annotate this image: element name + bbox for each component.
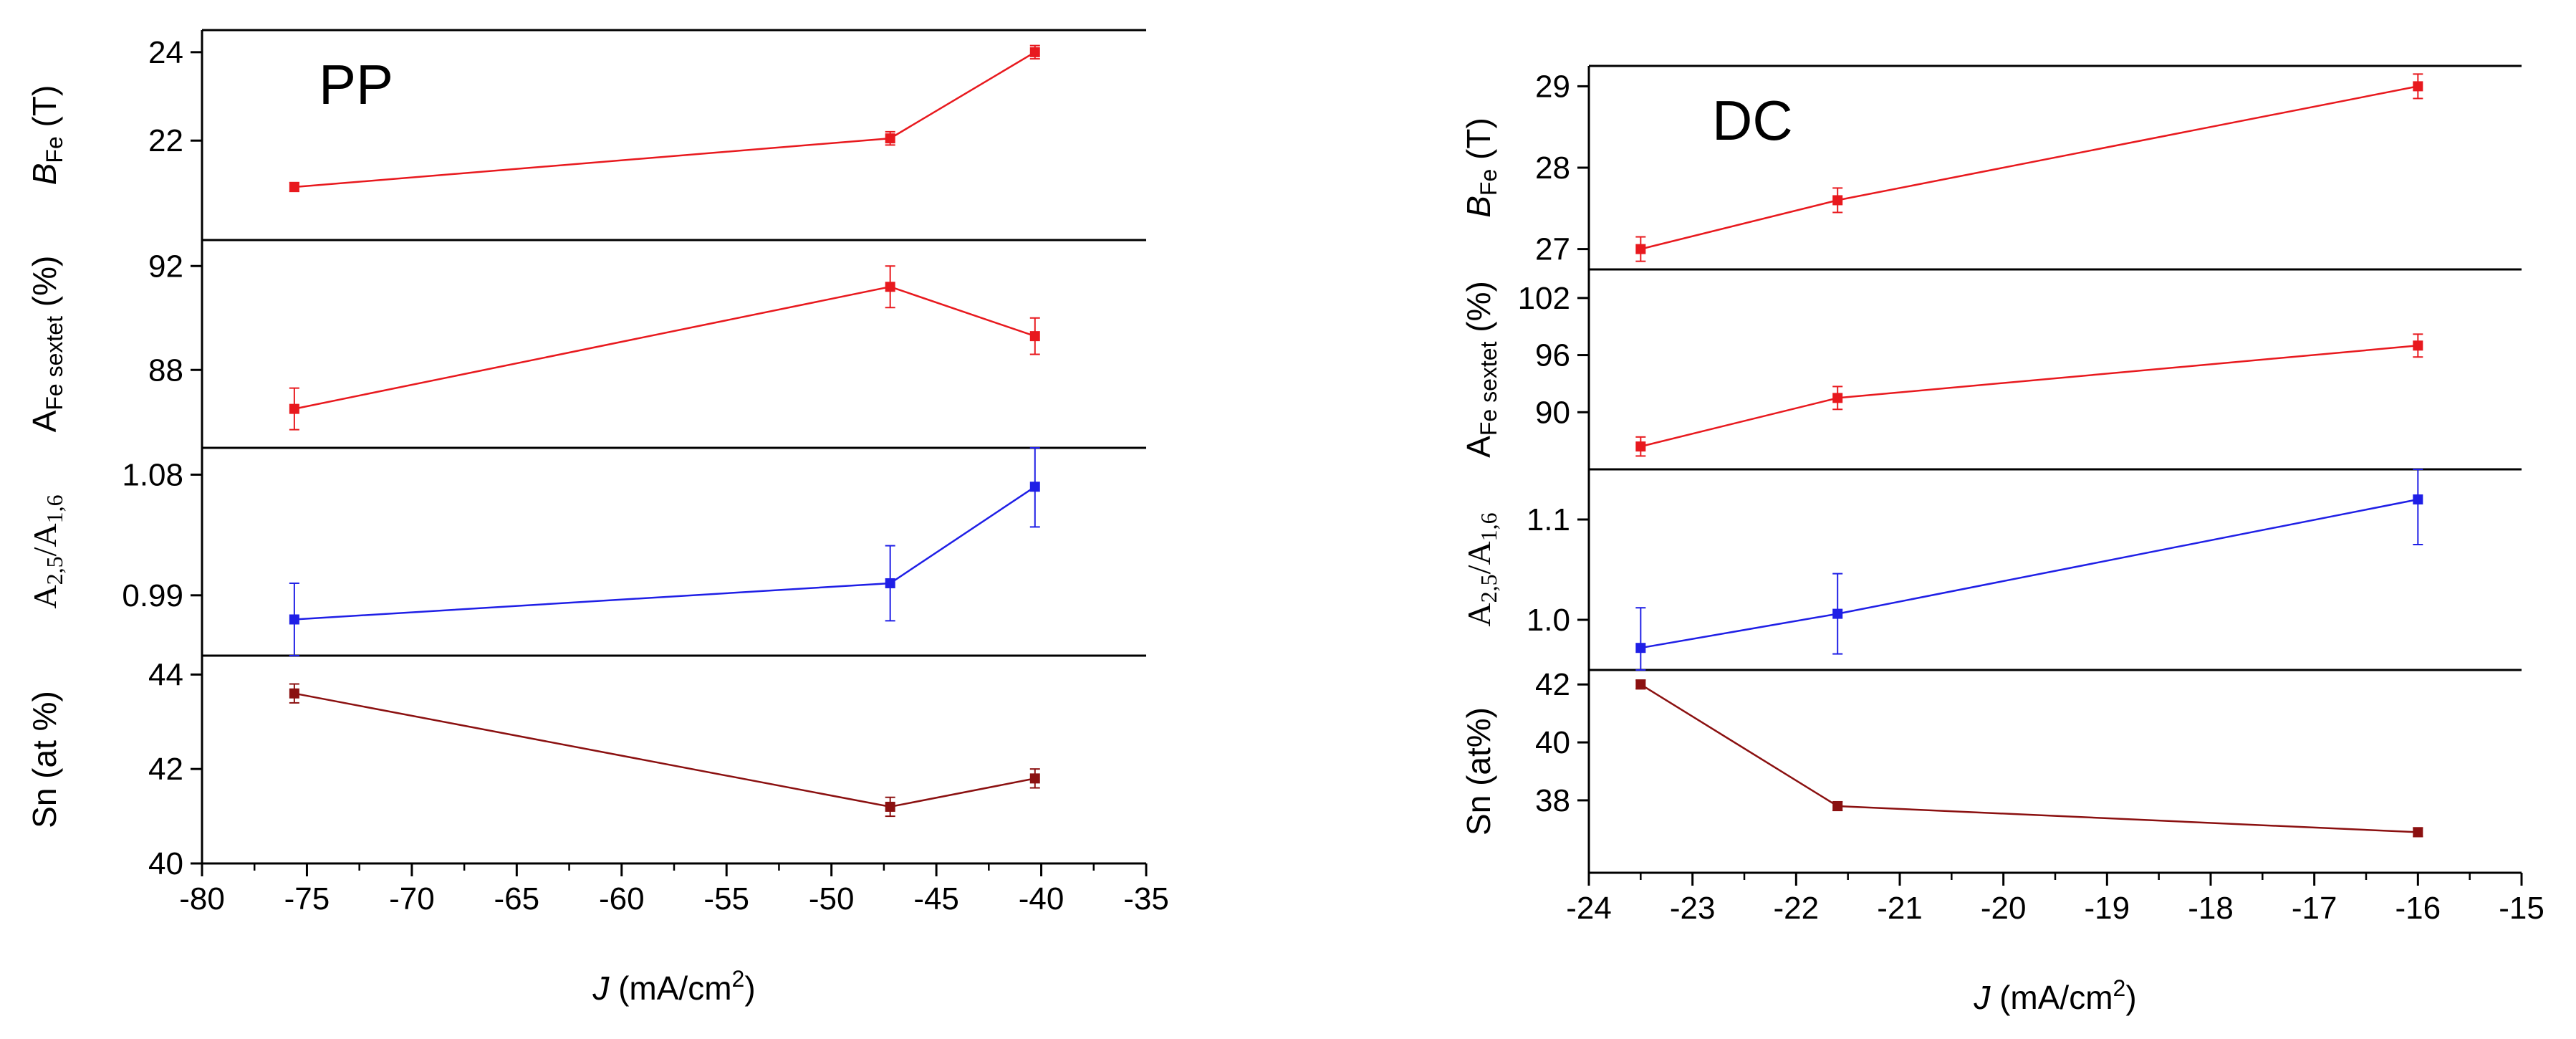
y-tick-label-pp-sn-0: 40 — [148, 846, 183, 881]
x-tick-label-dc-1: -23 — [1670, 891, 1716, 926]
x-tick-label-pp-5: -55 — [703, 881, 749, 916]
x-tick-label-pp-2: -70 — [389, 881, 435, 916]
y-tick-label-dc-b-fe-1: 28 — [1535, 150, 1570, 186]
panel-label-pp: PP — [319, 53, 393, 116]
data-point-dc-a-fe-sextet-2 — [2413, 340, 2423, 351]
x-tick-label-dc-0: -24 — [1566, 891, 1612, 926]
series-line-pp-sn — [294, 692, 1036, 808]
y-tick-label-dc-b-fe-2: 29 — [1535, 69, 1570, 104]
series-line-dc-a25-a16 — [1640, 498, 2418, 649]
x-tick-label-dc-3: -21 — [1877, 891, 1923, 926]
y-axis-label-pp-sn: Sn (at %) — [26, 691, 63, 828]
data-point-dc-a25-a16-2 — [2413, 494, 2423, 504]
data-point-pp-b-fe-2 — [1029, 47, 1040, 57]
data-point-pp-a-fe-sextet-1 — [885, 282, 895, 292]
y-tick-label-pp-a25-a16-0: 0.99 — [122, 578, 183, 613]
y-axis-label-pp-a-fe-sextet: AFe sextet (%) — [26, 256, 67, 433]
series-line-pp-a-fe-sextet — [294, 285, 1036, 410]
y-tick-label-dc-sn-1: 40 — [1535, 725, 1570, 760]
x-tick-label-dc-6: -18 — [2188, 891, 2234, 926]
x-tick-label-pp-6: -50 — [809, 881, 855, 916]
data-point-dc-sn-2 — [2413, 827, 2423, 838]
y-tick-label-pp-a25-a16-1: 1.08 — [122, 457, 183, 492]
y-tick-label-dc-a-fe-sextet-2: 102 — [1518, 281, 1570, 316]
y-tick-label-dc-b-fe-0: 27 — [1535, 232, 1570, 267]
y-tick-label-dc-a-fe-sextet-0: 90 — [1535, 395, 1570, 430]
data-layer — [289, 44, 2423, 838]
data-point-dc-sn-1 — [1832, 801, 1843, 812]
x-tick-label-pp-0: -80 — [179, 881, 225, 916]
data-point-dc-sn-0 — [1635, 679, 1646, 690]
data-point-pp-a25-a16-1 — [885, 578, 895, 588]
axes-layer — [191, 29, 2523, 886]
y-tick-label-dc-a25-a16-1: 1.1 — [1527, 502, 1570, 537]
y-tick-label-pp-sn-1: 42 — [148, 752, 183, 787]
series-line-pp-a25-a16 — [294, 486, 1036, 621]
x-tick-label-dc-8: -16 — [2395, 891, 2441, 926]
x-tick-label-pp-7: -45 — [913, 881, 959, 916]
y-axis-label-pp-a25-a16: A2,5/A1,6 — [27, 494, 67, 608]
data-point-pp-a25-a16-0 — [289, 614, 299, 625]
data-point-pp-a-fe-sextet-2 — [1029, 331, 1040, 342]
data-point-dc-b-fe-2 — [2413, 81, 2423, 92]
y-tick-label-pp-b-fe-0: 22 — [148, 123, 183, 158]
data-point-pp-sn-0 — [289, 688, 299, 699]
series-line-dc-sn — [1640, 684, 2418, 833]
y-axis-label-dc-sn: Sn (at%) — [1460, 707, 1497, 835]
x-tick-label-pp-9: -35 — [1123, 881, 1169, 916]
data-point-pp-sn-1 — [885, 801, 895, 812]
data-point-dc-a25-a16-1 — [1832, 608, 1843, 619]
x-tick-label-dc-4: -20 — [1981, 891, 2027, 926]
x-tick-label-pp-4: -60 — [599, 881, 645, 916]
x-tick-label-pp-1: -75 — [284, 881, 330, 916]
series-line-dc-a-fe-sextet — [1640, 345, 2418, 448]
data-point-dc-b-fe-1 — [1832, 195, 1843, 206]
data-point-dc-b-fe-0 — [1635, 244, 1646, 254]
x-axis-label-pp: J (mA/cm2) — [592, 966, 755, 1007]
y-tick-label-pp-b-fe-1: 24 — [148, 35, 183, 70]
x-tick-label-dc-9: -15 — [2499, 891, 2544, 926]
series-line-pp-b-fe — [294, 51, 1036, 188]
data-point-pp-sn-2 — [1029, 773, 1040, 784]
data-point-dc-a25-a16-0 — [1635, 643, 1646, 653]
x-tick-label-pp-8: -40 — [1019, 881, 1064, 916]
y-tick-label-dc-a25-a16-0: 1.0 — [1527, 603, 1570, 638]
x-tick-label-dc-2: -22 — [1774, 891, 1820, 926]
data-point-pp-b-fe-0 — [289, 181, 299, 192]
y-tick-label-pp-sn-2: 44 — [148, 657, 183, 692]
y-axis-label-pp-b-fe: BFe (T) — [26, 85, 67, 186]
y-tick-label-dc-sn-2: 42 — [1535, 667, 1570, 702]
panel-label-dc: DC — [1712, 89, 1793, 152]
data-point-pp-a25-a16-2 — [1029, 482, 1040, 492]
x-tick-label-dc-5: -19 — [2085, 891, 2130, 926]
x-tick-label-pp-3: -65 — [494, 881, 540, 916]
data-point-dc-a-fe-sextet-1 — [1832, 393, 1843, 403]
data-point-pp-a-fe-sextet-0 — [289, 403, 299, 414]
y-tick-label-pp-a-fe-sextet-1: 92 — [148, 249, 183, 284]
data-point-pp-b-fe-1 — [885, 133, 895, 144]
x-axis-label-dc: J (mA/cm2) — [1973, 975, 2136, 1016]
y-tick-label-dc-sn-0: 38 — [1535, 783, 1570, 818]
text-layer: PP DC 22 24 BFe (T) 88 92 AFe sextet (%) 0.99 1… — [26, 35, 2544, 1016]
x-tick-label-dc-7: -17 — [2292, 891, 2337, 926]
y-axis-label-dc-b-fe: BFe (T) — [1460, 118, 1501, 218]
y-tick-label-pp-a-fe-sextet-0: 88 — [148, 353, 183, 388]
y-axis-label-dc-a25-a16: A2,5/A1,6 — [1461, 512, 1501, 626]
data-point-dc-a-fe-sextet-0 — [1635, 441, 1646, 452]
y-tick-label-dc-a-fe-sextet-1: 96 — [1535, 338, 1570, 373]
y-axis-label-dc-a-fe-sextet: AFe sextet (%) — [1460, 281, 1501, 458]
